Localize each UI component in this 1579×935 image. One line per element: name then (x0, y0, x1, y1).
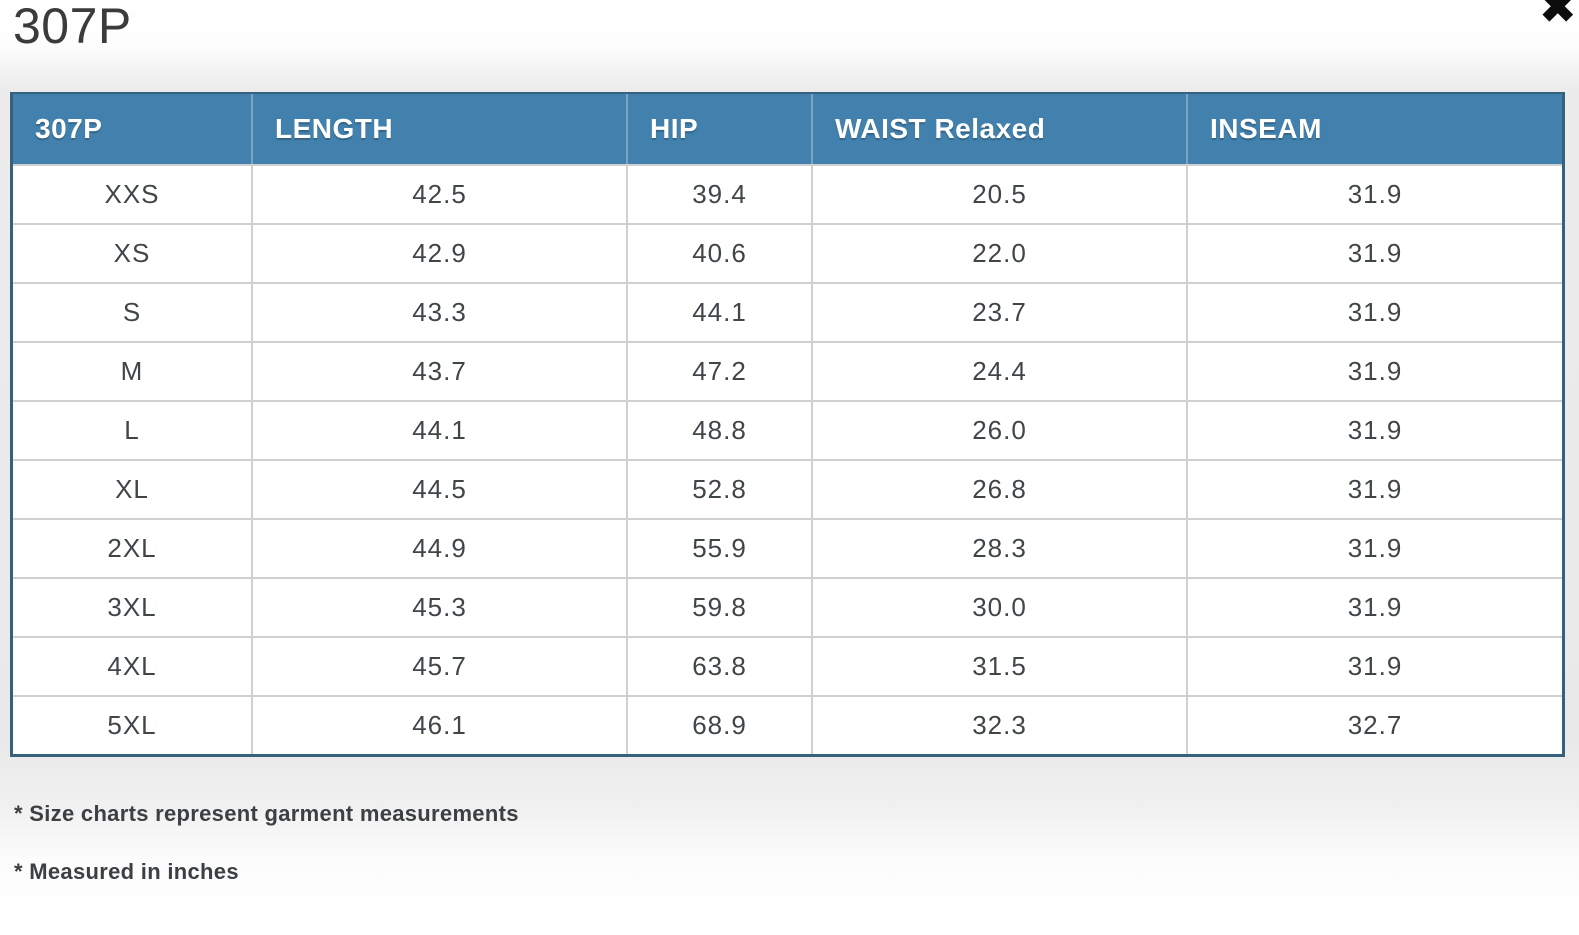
column-header-style: 307P (13, 94, 253, 164)
close-icon[interactable]: ✖ (1538, 0, 1577, 30)
column-header-waist: WAIST Relaxed (813, 94, 1188, 164)
note-garment-measurements: * Size charts represent garment measurem… (14, 801, 519, 826)
size-cell: 4XL (13, 636, 253, 695)
length-cell: 45.3 (253, 577, 628, 636)
hip-cell: 59.8 (628, 577, 813, 636)
waist-cell: 26.0 (813, 400, 1188, 459)
hip-cell: 44.1 (628, 282, 813, 341)
length-cell: 45.7 (253, 636, 628, 695)
hip-cell: 52.8 (628, 459, 813, 518)
inseam-cell: 32.7 (1188, 695, 1562, 754)
inseam-cell: 31.9 (1188, 636, 1562, 695)
inseam-cell: 31.9 (1188, 400, 1562, 459)
waist-cell: 24.4 (813, 341, 1188, 400)
length-cell: 42.5 (253, 164, 628, 223)
inseam-cell: 31.9 (1188, 223, 1562, 282)
inseam-cell: 31.9 (1188, 459, 1562, 518)
length-cell: 42.9 (253, 223, 628, 282)
length-cell: 44.5 (253, 459, 628, 518)
size-cell: L (13, 400, 253, 459)
size-cell: XL (13, 459, 253, 518)
length-cell: 43.7 (253, 341, 628, 400)
waist-cell: 31.5 (813, 636, 1188, 695)
length-cell: 44.9 (253, 518, 628, 577)
waist-cell: 32.3 (813, 695, 1188, 754)
inseam-cell: 31.9 (1188, 518, 1562, 577)
size-cell: M (13, 341, 253, 400)
waist-cell: 30.0 (813, 577, 1188, 636)
hip-cell: 48.8 (628, 400, 813, 459)
size-cell: 2XL (13, 518, 253, 577)
size-cell: XXS (13, 164, 253, 223)
inseam-cell: 31.9 (1188, 341, 1562, 400)
size-cell: 5XL (13, 695, 253, 754)
waist-cell: 28.3 (813, 518, 1188, 577)
waist-cell: 23.7 (813, 282, 1188, 341)
size-chart-table: 307P LENGTH HIP WAIST Relaxed INSEAM XXS… (10, 92, 1565, 757)
size-cell: XS (13, 223, 253, 282)
column-header-inseam: INSEAM (1188, 94, 1562, 164)
inseam-cell: 31.9 (1188, 577, 1562, 636)
hip-cell: 68.9 (628, 695, 813, 754)
waist-cell: 22.0 (813, 223, 1188, 282)
length-cell: 43.3 (253, 282, 628, 341)
column-header-hip: HIP (628, 94, 813, 164)
size-cell: S (13, 282, 253, 341)
hip-cell: 39.4 (628, 164, 813, 223)
size-chart-grid: 307P LENGTH HIP WAIST Relaxed INSEAM XXS… (13, 94, 1562, 754)
length-cell: 46.1 (253, 695, 628, 754)
hip-cell: 55.9 (628, 518, 813, 577)
waist-cell: 20.5 (813, 164, 1188, 223)
column-header-length: LENGTH (253, 94, 628, 164)
size-cell: 3XL (13, 577, 253, 636)
hip-cell: 40.6 (628, 223, 813, 282)
inseam-cell: 31.9 (1188, 282, 1562, 341)
inseam-cell: 31.9 (1188, 164, 1562, 223)
length-cell: 44.1 (253, 400, 628, 459)
waist-cell: 26.8 (813, 459, 1188, 518)
hip-cell: 63.8 (628, 636, 813, 695)
page-title: 307P (13, 0, 132, 54)
note-measured-inches: * Measured in inches (14, 859, 239, 884)
hip-cell: 47.2 (628, 341, 813, 400)
